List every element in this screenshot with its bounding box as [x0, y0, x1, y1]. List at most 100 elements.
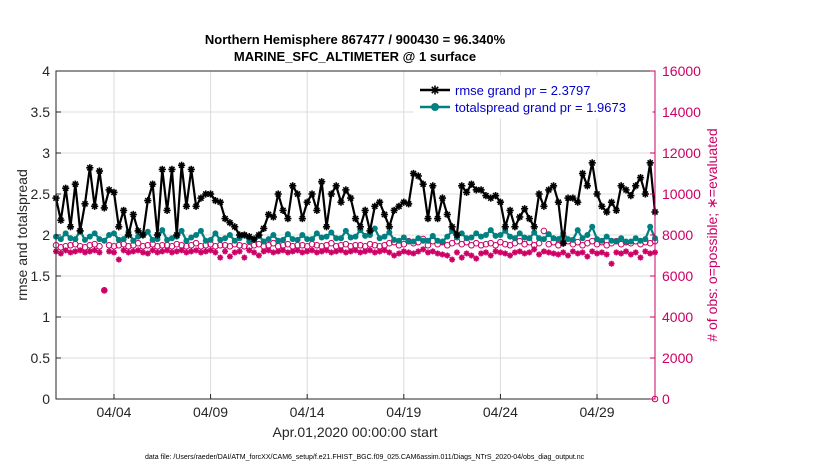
obs-possible-point: [492, 241, 499, 249]
obs-evaluated-point: [120, 247, 127, 254]
rmse-point: [91, 202, 99, 210]
obs-evaluated-point: [584, 253, 591, 260]
rmse-point: [337, 198, 345, 206]
obs-evaluated-point: [521, 250, 528, 257]
rmse-point: [235, 231, 244, 239]
chart-subtitle: MARINE_SFC_ALTIMETER @ 1 surface: [234, 49, 476, 64]
rmse-point: [429, 182, 437, 190]
y-right-tick-label: 6000: [662, 268, 693, 284]
legend-spread-label: totalspread grand pr = 1.9673: [455, 100, 626, 115]
rmse-point: [255, 231, 263, 239]
rmse-point: [197, 194, 205, 202]
obs-evaluated-point: [362, 248, 369, 255]
spread-point: [289, 236, 296, 243]
obs-evaluated-point: [468, 252, 475, 259]
obs-evaluated-point: [338, 247, 345, 254]
spread-point: [584, 232, 591, 238]
obs-possible-point: [270, 239, 277, 247]
rmse-point: [110, 188, 118, 196]
rmse-point: [279, 206, 287, 214]
spread-point: [294, 236, 301, 243]
spread-point: [159, 227, 166, 234]
rmse-point: [390, 206, 398, 214]
obs-evaluated-point: [555, 251, 562, 258]
rmse-point: [289, 182, 297, 190]
rmse-point: [366, 227, 374, 235]
rmse-point: [622, 186, 630, 194]
obs-possible-point: [158, 241, 166, 249]
obs-evaluated-point: [531, 246, 538, 253]
rmse-point: [525, 215, 534, 223]
obs-possible-point: [540, 227, 548, 235]
obs-evaluated-point: [439, 251, 446, 258]
spread-point: [618, 235, 625, 242]
legend-rmse-star: [430, 85, 440, 95]
rmse-point: [385, 223, 393, 231]
spread-point: [371, 225, 378, 232]
obs-possible-point: [105, 241, 113, 249]
obs-evaluated-point: [304, 248, 311, 255]
obs-possible-point: [144, 241, 152, 249]
obs-possible-point: [125, 242, 132, 250]
spread-point: [545, 231, 552, 238]
rmse-point: [607, 198, 616, 206]
rmse-point: [516, 213, 524, 221]
obs-evaluated-point: [627, 251, 634, 258]
spread-point: [275, 237, 282, 244]
series-layer: [52, 159, 659, 403]
y-right-tick-label: 14000: [662, 104, 701, 120]
y-right-tick-label: 0: [662, 391, 670, 407]
rmse-point: [491, 192, 500, 200]
obs-evaluated-point: [565, 252, 572, 259]
spread-point: [637, 237, 644, 244]
obs-evaluated-point: [594, 250, 601, 257]
obs-evaluated-point: [405, 249, 412, 256]
obs-possible-point: [482, 240, 490, 248]
obs-evaluated-point: [366, 247, 373, 254]
spread-point: [62, 230, 69, 237]
obs-evaluated-point: [545, 249, 552, 256]
rmse-point: [71, 180, 79, 188]
obs-evaluated-point: [197, 249, 204, 256]
spread-point: [338, 235, 345, 242]
obs-evaluated-point: [188, 248, 195, 255]
obs-evaluated-point: [333, 248, 340, 255]
y-right-tick-label: 2000: [662, 350, 693, 366]
spread-point: [623, 238, 630, 245]
obs-evaluated-point: [642, 248, 649, 255]
rmse-point: [187, 165, 195, 173]
spread-point: [265, 236, 272, 243]
rmse-point: [298, 215, 306, 223]
obs-evaluated-point: [473, 255, 480, 262]
spread-point: [642, 236, 649, 243]
rmse-point: [269, 213, 277, 221]
spread-point: [468, 234, 475, 241]
obs-evaluated-point: [347, 248, 354, 255]
obs-evaluated-point: [260, 248, 267, 255]
rmse-point: [511, 223, 519, 231]
y-axis-right-label: # of obs: o=possible; ∗=evaluated: [704, 128, 720, 341]
spread-point: [613, 238, 620, 245]
rmse-point: [641, 190, 649, 198]
y-left-tick-label: 1.5: [31, 268, 51, 284]
rmse-point: [129, 210, 137, 219]
obs-evaluated-point: [323, 247, 330, 254]
rmse-point: [356, 223, 364, 231]
rmse-point: [405, 200, 413, 208]
obs-evaluated-point: [579, 249, 586, 256]
rmse-point: [574, 198, 582, 206]
obs-possible-point: [67, 241, 74, 249]
spread-point: [391, 236, 398, 243]
obs-possible-point: [477, 241, 485, 249]
obs-evaluated-point: [236, 248, 243, 255]
legend-rmse-marker: [430, 85, 440, 95]
spread-point: [226, 232, 233, 238]
obs-evaluated-point: [110, 249, 117, 256]
rmse-point: [506, 206, 514, 214]
obs-evaluated-point: [391, 252, 398, 259]
y-right-tick-label: 10000: [662, 186, 701, 202]
spread-point: [647, 223, 654, 230]
obs-possible-point: [328, 239, 335, 247]
rmse-point: [424, 215, 432, 223]
y-left-tick-label: 4: [42, 63, 50, 79]
